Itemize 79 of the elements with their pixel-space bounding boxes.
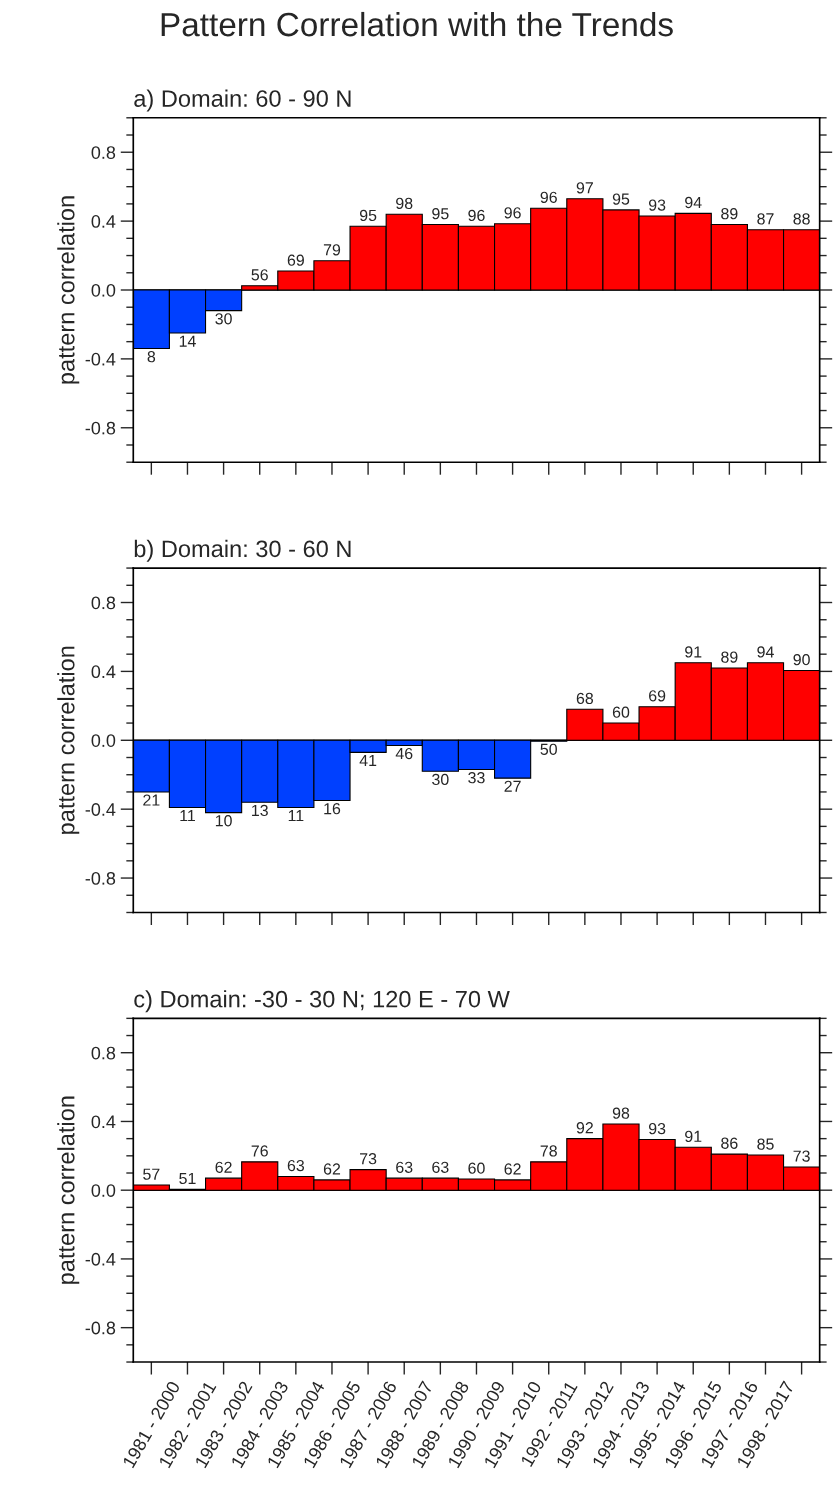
annotation: 96 bbox=[540, 191, 557, 203]
annotation: 11 bbox=[288, 810, 304, 822]
annotation: 51 bbox=[179, 1172, 196, 1185]
y-tick-label: 0.8 bbox=[91, 596, 116, 610]
chart-subtitle: c) Domain: -30 - 30 N; 120 E - 70 W bbox=[134, 990, 510, 1013]
annotation: 62 bbox=[215, 1161, 232, 1173]
annotation: 63 bbox=[287, 1159, 305, 1172]
annotation: 95 bbox=[359, 209, 377, 222]
y-tick-label: -0.8 bbox=[85, 1321, 116, 1335]
annotation: 95 bbox=[612, 193, 630, 205]
annotation: 69 bbox=[649, 690, 666, 702]
annotation: 30 bbox=[432, 773, 449, 786]
annotation: 78 bbox=[540, 1145, 557, 1157]
y-tick-label: 0.8 bbox=[91, 1046, 116, 1060]
y-tick-label: 0.0 bbox=[91, 734, 116, 747]
annotation: 94 bbox=[757, 646, 774, 658]
y-tick-label: 0.4 bbox=[91, 215, 116, 228]
annotation: 98 bbox=[612, 1107, 630, 1119]
annotation: 91 bbox=[685, 646, 702, 658]
annotation: 73 bbox=[793, 1150, 810, 1162]
annotation: 21 bbox=[143, 794, 160, 806]
annotation: 92 bbox=[576, 1122, 593, 1134]
y-tick-label: -0.4 bbox=[85, 803, 116, 816]
y-tick-label: -0.4 bbox=[85, 352, 116, 366]
annotation: 56 bbox=[251, 269, 268, 281]
annotation: 87 bbox=[757, 213, 774, 225]
annotation: 93 bbox=[648, 1122, 666, 1135]
annotation: 85 bbox=[757, 1138, 774, 1150]
y-tick-label: 0.0 bbox=[91, 283, 116, 297]
annotation: 68 bbox=[576, 692, 594, 705]
chart-subtitle: b) Domain: 30 - 60 N bbox=[134, 539, 351, 562]
y-tick-label: -0.8 bbox=[85, 871, 116, 885]
annotation: 73 bbox=[360, 1153, 377, 1165]
annotation: 62 bbox=[504, 1163, 521, 1175]
y-axis-title: pattern correlation bbox=[57, 196, 80, 384]
chart-title: Pattern Correlation with the Trends bbox=[161, 11, 673, 37]
y-tick-label: -0.8 bbox=[85, 421, 116, 435]
annotation: 93 bbox=[648, 199, 666, 211]
y-tick-label: 0.4 bbox=[91, 665, 116, 679]
annotation: 69 bbox=[287, 254, 304, 266]
annotation: 27 bbox=[504, 780, 521, 792]
annotation: 60 bbox=[612, 706, 630, 718]
annotation: 50 bbox=[540, 743, 557, 755]
y-tick-label: -0.4 bbox=[85, 1252, 116, 1266]
y-tick-label: 0.4 bbox=[91, 1115, 116, 1129]
annotation: 10 bbox=[215, 815, 232, 827]
annotation: 91 bbox=[685, 1130, 702, 1143]
annotation: 16 bbox=[324, 803, 341, 815]
annotation: 79 bbox=[323, 244, 341, 256]
annotation: 96 bbox=[504, 207, 521, 219]
annotation: 97 bbox=[576, 182, 593, 194]
annotation: 76 bbox=[251, 1145, 268, 1157]
annotation: 98 bbox=[396, 197, 413, 209]
y-tick-label: 0.8 bbox=[91, 146, 116, 159]
annotation: 41 bbox=[359, 754, 377, 766]
annotation: 33 bbox=[468, 772, 485, 784]
annotation: 94 bbox=[685, 196, 702, 209]
y-axis-title: pattern correlation bbox=[57, 1096, 80, 1284]
y-axis-title: pattern correlation bbox=[57, 646, 80, 834]
annotation: 63 bbox=[432, 1161, 449, 1173]
annotation: 90 bbox=[793, 654, 810, 666]
annotation: 86 bbox=[721, 1137, 738, 1149]
annotation: 60 bbox=[468, 1162, 485, 1174]
chart-subtitle: a) Domain: 60 - 90 N bbox=[134, 89, 351, 112]
annotation: 57 bbox=[143, 1168, 160, 1180]
annotation: 11 bbox=[180, 810, 195, 822]
annotation: 89 bbox=[721, 208, 738, 220]
y-tick-label: 0.0 bbox=[91, 1184, 116, 1197]
annotation: 96 bbox=[468, 209, 485, 222]
annotation: 88 bbox=[793, 213, 810, 225]
annotation: 62 bbox=[323, 1163, 341, 1175]
annotation: 30 bbox=[215, 313, 232, 325]
annotation: 89 bbox=[721, 651, 738, 663]
annotation: 46 bbox=[395, 747, 413, 760]
annotation: 8 bbox=[147, 351, 156, 363]
annotation: 14 bbox=[179, 335, 196, 347]
annotation: 95 bbox=[432, 208, 449, 220]
annotation: 13 bbox=[252, 804, 268, 817]
annotation: 63 bbox=[396, 1161, 413, 1173]
